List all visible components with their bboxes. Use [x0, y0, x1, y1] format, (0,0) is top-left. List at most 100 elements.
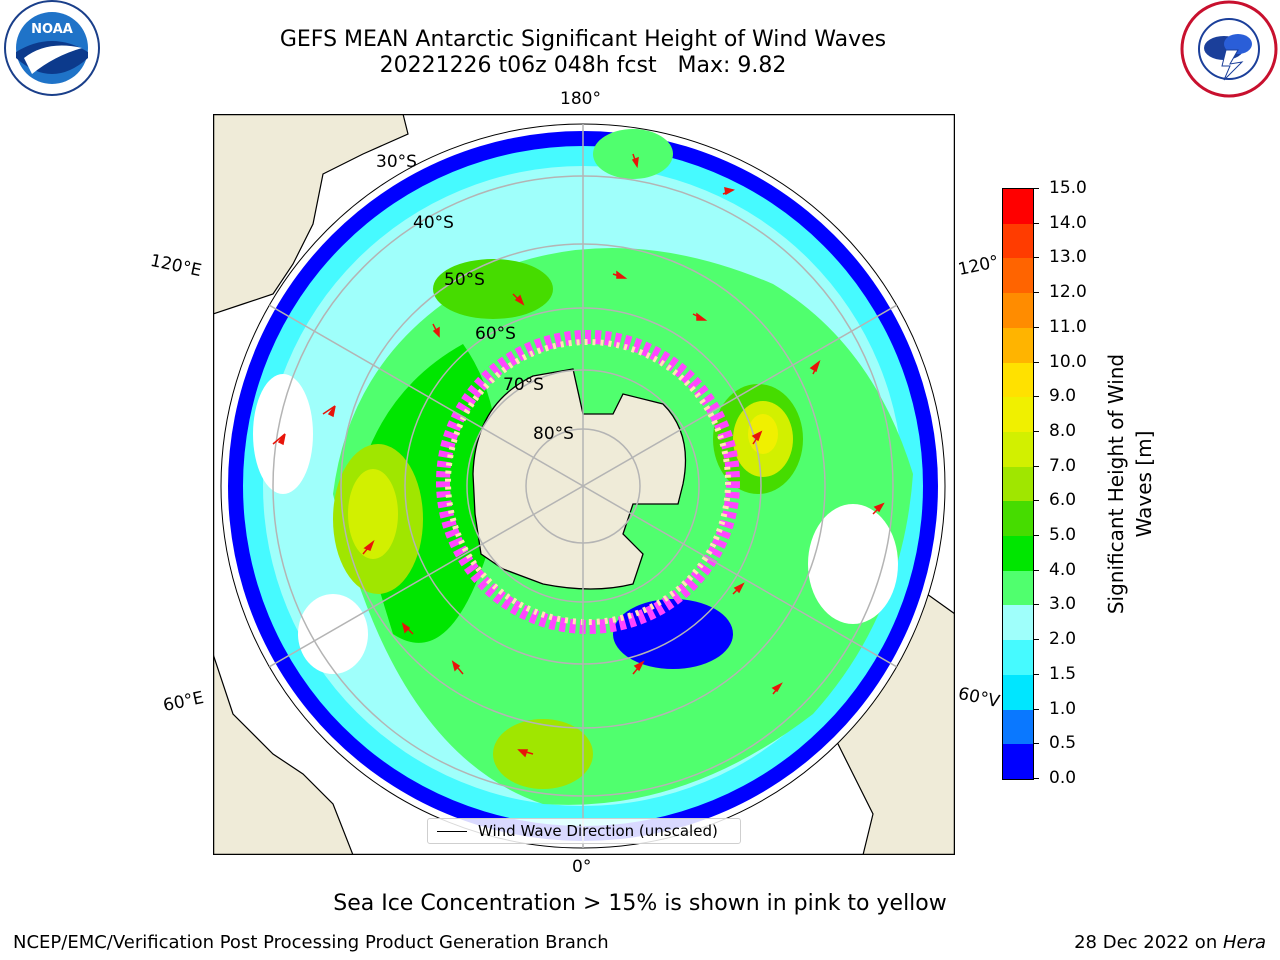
- wave-direction-arrow: [612, 270, 628, 279]
- colorbar-tick-mark: [1033, 604, 1039, 606]
- colorbar-tick-mark: [1033, 708, 1039, 710]
- wave-direction-arrow: [322, 405, 336, 418]
- colorbar-segment: [1003, 640, 1033, 675]
- colorbar-segment: [1003, 744, 1033, 779]
- wave-direction-arrow: [401, 622, 414, 635]
- sea-ice-note: Sea Ice Concentration > 15% is shown in …: [333, 891, 947, 916]
- wave-direction-arrow: [771, 682, 783, 695]
- lat-label-40s: 40°S: [413, 213, 454, 233]
- nws-logo: [1180, 0, 1278, 100]
- colorbar-tick-mark: [1033, 465, 1039, 467]
- chart-title: GEFS MEAN Antarctic Significant Height o…: [279, 27, 887, 52]
- lat-label-80s: 80°S: [533, 424, 574, 444]
- colorbar-tick-label: 13.0: [1049, 247, 1087, 268]
- colorbar-tick-label: 0.5: [1049, 733, 1077, 754]
- colorbar-label-text: Significant Height of Wind Waves [m]: [1104, 353, 1156, 615]
- colorbar: [1002, 188, 1034, 780]
- colorbar-tick-mark: [1033, 778, 1039, 779]
- wave-direction-arrow: [362, 539, 375, 555]
- wave-direction-arrow: [517, 749, 534, 758]
- legend-line-sample: [437, 831, 467, 832]
- colorbar-segment: [1003, 709, 1033, 745]
- lat-label-30s: 30°S: [376, 152, 417, 172]
- colorbar-tick-label: 7.0: [1049, 455, 1077, 476]
- colorbar-ticks: 0.0 0.5 1.0 1.5 2.0 3.0 4.0 5.0 6.0 7.0 8.0 9.0 10.0…: [1033, 179, 1106, 787]
- lat-label-70s: 70°S: [503, 375, 544, 395]
- national-weather-service-logo-icon: [1180, 0, 1278, 98]
- colorbar-tick-mark: [1033, 396, 1039, 398]
- colorbar-tick-mark: [1033, 743, 1039, 745]
- colorbar-segment: [1003, 258, 1033, 294]
- wave-direction-arrow: [722, 186, 735, 196]
- colorbar-tick-label: 6.0: [1049, 490, 1077, 511]
- colorbar-tick-label: 5.0: [1049, 525, 1077, 546]
- wave-direction-arrow: [872, 502, 885, 515]
- wind-wave-arrows: [272, 153, 885, 758]
- colorbar-tick-mark: [1033, 569, 1039, 571]
- sea-ice-ring: [436, 330, 740, 634]
- wave-direction-arrow: [451, 660, 464, 675]
- colorbar-tick-label: 15.0: [1049, 178, 1087, 198]
- colorbar-tick-label: 14.0: [1049, 212, 1087, 233]
- footer-right: 28 Dec 2022 on Hera: [1074, 932, 1266, 954]
- wave-direction-arrow: [732, 582, 745, 595]
- colorbar-tick-mark: [1033, 673, 1039, 675]
- colorbar-tick-label: 9.0: [1049, 386, 1077, 407]
- colorbar-segment: [1003, 674, 1033, 710]
- lat-label-50s: 50°S: [444, 270, 485, 290]
- lon-label-0: 0°: [572, 857, 592, 877]
- colorbar-stack: [1003, 189, 1033, 779]
- colorbar-tick-label: 0.0: [1049, 768, 1077, 788]
- colorbar-tick-mark: [1033, 500, 1039, 502]
- colorbar-tick-label: 8.0: [1049, 420, 1077, 441]
- colorbar-tick-label: 11.0: [1049, 316, 1087, 337]
- colorbar-tick-label: 10.0: [1049, 351, 1087, 372]
- wave-direction-arrow: [632, 660, 645, 675]
- colorbar-tick-label: 1.0: [1049, 698, 1077, 719]
- colorbar-segment: [1003, 293, 1033, 328]
- colorbar-tick-label: 12.0: [1049, 282, 1087, 303]
- noaa-logo: NOAA: [2, 0, 102, 100]
- antarctica: [472, 368, 687, 590]
- colorbar-tick-mark: [1033, 292, 1039, 294]
- lon-label-60e: 60°E: [161, 687, 206, 717]
- colorbar-tick-mark: [1033, 326, 1039, 328]
- lon-label-120e: 120°E: [148, 250, 204, 282]
- lon-label-180: 180°: [560, 89, 601, 109]
- polar-map: [213, 114, 955, 855]
- colorbar-segment: [1003, 362, 1033, 398]
- lon-label-60w: 60°V: [956, 683, 1002, 713]
- colorbar-segment: [1003, 605, 1033, 641]
- wave-direction-arrow: [432, 323, 440, 338]
- wave-direction-arrow: [272, 433, 286, 446]
- colorbar-tick-mark: [1033, 222, 1039, 224]
- chart-subtitle: 20221226 t06z 048h fcst Max: 9.82: [379, 53, 787, 78]
- footer-date: 28 Dec 2022 on: [1074, 932, 1223, 953]
- colorbar-tick-label: 3.0: [1049, 594, 1077, 615]
- lat-label-60s: 60°S: [475, 324, 516, 344]
- wave-direction-arrow: [631, 153, 639, 169]
- colorbar-segment: [1003, 397, 1033, 432]
- colorbar-tick-mark: [1033, 535, 1039, 537]
- colorbar-segment: [1003, 223, 1033, 259]
- colorbar-segment: [1003, 570, 1033, 606]
- colorbar-segment: [1003, 466, 1033, 502]
- noaa-logo-text: NOAA: [31, 22, 73, 37]
- graticule: [221, 124, 945, 848]
- colorbar-segment: [1003, 431, 1033, 467]
- wave-direction-arrow: [751, 430, 763, 445]
- colorbar-tick-mark: [1033, 639, 1039, 641]
- colorbar-segment: [1003, 189, 1033, 224]
- colorbar-tick-label: 4.0: [1049, 559, 1077, 580]
- colorbar-tick-label: 2.0: [1049, 629, 1077, 650]
- colorbar-tick-mark: [1033, 257, 1039, 259]
- colorbar-tick-mark: [1033, 430, 1039, 432]
- lon-label-120w: 120°: [956, 251, 1001, 281]
- footer-left: NCEP/EMC/Verification Post Processing Pr…: [13, 932, 609, 953]
- colorbar-tick-mark: [1033, 361, 1039, 363]
- colorbar-segment: [1003, 536, 1033, 571]
- wave-direction-arrow: [512, 293, 525, 306]
- wave-direction-arrow: [809, 359, 821, 375]
- wave-direction-arrow: [692, 312, 708, 321]
- footer-host: Hera: [1222, 932, 1266, 953]
